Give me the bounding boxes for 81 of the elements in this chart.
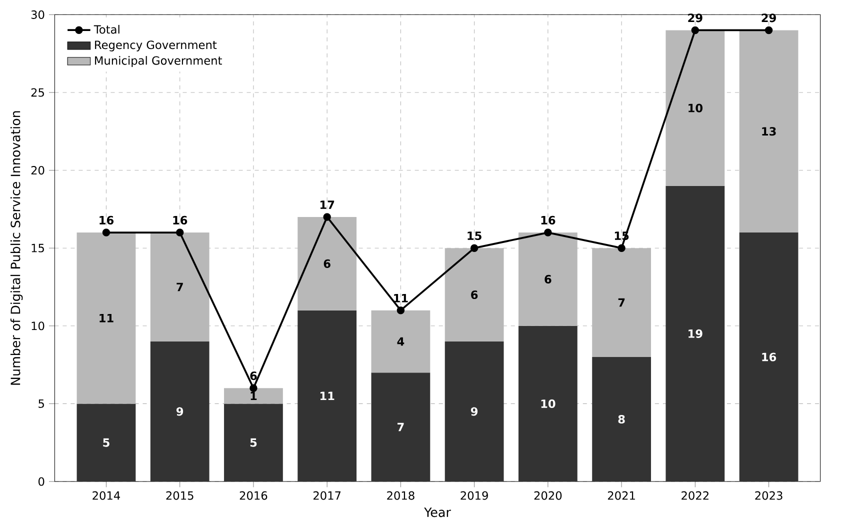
point — [691, 26, 700, 34]
data-label: 10 — [688, 104, 703, 112]
bar — [592, 356, 651, 482]
data-label: 9 — [176, 407, 184, 416]
data-label: 15 — [468, 232, 482, 240]
point — [102, 228, 110, 236]
data-label: 16 — [173, 216, 188, 224]
bar — [224, 404, 283, 482]
data-label: 7 — [398, 422, 404, 432]
bar — [150, 232, 210, 342]
point — [396, 306, 405, 314]
point — [176, 228, 184, 236]
data-label: 6 — [324, 259, 330, 268]
bar — [224, 388, 283, 404]
x-tick-label: 2017 — [313, 491, 341, 500]
bar — [739, 232, 798, 482]
data-label: 11 — [100, 314, 114, 322]
x-tick-label: 2023 — [755, 491, 782, 500]
data-label: 19 — [688, 329, 702, 338]
data-label: 29 — [688, 14, 702, 22]
data-label: 13 — [762, 127, 776, 136]
bar — [371, 372, 430, 482]
bar — [444, 248, 504, 342]
bar — [666, 30, 725, 186]
data-label: 6 — [250, 371, 257, 380]
point — [250, 384, 258, 392]
data-label: 10 — [541, 399, 556, 408]
x-tick-label: 2014 — [92, 491, 120, 500]
y-tick-label: 5 — [38, 399, 44, 408]
y-tick-label: 30 — [31, 10, 44, 19]
x-tick-label: 2018 — [387, 491, 414, 500]
data-label: 16 — [541, 216, 556, 224]
data-label: 16 — [100, 216, 114, 224]
bar — [592, 248, 651, 357]
x-tick-label: 2019 — [460, 491, 488, 500]
data-label: 7 — [176, 282, 183, 292]
x-tick-label: 2015 — [166, 491, 194, 500]
x-tick-label: 2021 — [608, 491, 635, 500]
data-label: 11 — [320, 392, 334, 400]
point — [544, 228, 552, 236]
point — [470, 244, 478, 252]
bar — [666, 186, 725, 482]
data-label: 9 — [470, 407, 478, 416]
data-label: 7 — [618, 298, 625, 307]
data-label: 8 — [618, 414, 625, 424]
data-label: 11 — [394, 294, 408, 302]
data-label: 17 — [320, 200, 334, 209]
point — [618, 244, 626, 252]
x-axis-title: Year — [424, 508, 451, 517]
bar — [298, 216, 357, 310]
bar — [298, 310, 357, 482]
data-label: 4 — [397, 337, 404, 346]
bar — [518, 232, 578, 326]
y-axis-title: Number of Digital Public Service Innovation — [10, 111, 23, 385]
point — [323, 213, 331, 221]
bar — [518, 326, 578, 482]
y-tick-label: 10 — [32, 322, 44, 330]
bar — [739, 30, 798, 232]
bar — [150, 341, 210, 482]
y-tick-label: 15 — [32, 244, 44, 252]
bar — [76, 404, 136, 482]
data-label: 29 — [762, 14, 776, 22]
bar — [444, 341, 504, 482]
y-tick-label: 20 — [31, 166, 44, 174]
data-label: 1 — [250, 392, 257, 400]
bar — [371, 310, 430, 372]
data-label: 16 — [762, 352, 776, 362]
data-label: 6 — [471, 290, 478, 299]
legend-label: Municipal Government — [95, 56, 222, 67]
legend-label: Regency Government — [95, 40, 217, 52]
x-tick-label: 2016 — [240, 491, 268, 500]
data-label: 5 — [103, 438, 110, 447]
data-label: 6 — [544, 274, 552, 284]
x-tick-label: 2022 — [682, 491, 708, 500]
legend-label: Total — [94, 24, 120, 34]
x-tick-label: 2020 — [534, 491, 562, 500]
bar — [76, 232, 136, 404]
y-tick-label: 0 — [38, 477, 44, 486]
point — [764, 26, 773, 34]
y-tick-label: 25 — [31, 88, 44, 97]
data-label: 5 — [250, 438, 257, 447]
